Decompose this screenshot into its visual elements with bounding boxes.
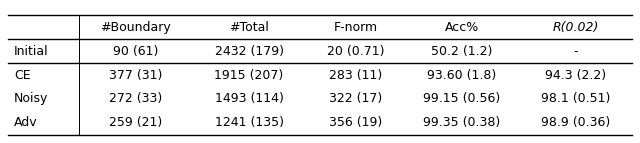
- Text: 90 (61): 90 (61): [113, 45, 158, 58]
- Text: 283 (11): 283 (11): [329, 68, 382, 82]
- Text: 20 (0.71): 20 (0.71): [327, 45, 384, 58]
- Text: 99.35 (0.38): 99.35 (0.38): [423, 116, 500, 129]
- Text: 1241 (135): 1241 (135): [214, 116, 284, 129]
- Text: Initial: Initial: [14, 45, 49, 58]
- Text: Noisy: Noisy: [14, 92, 49, 105]
- Text: 50.2 (1.2): 50.2 (1.2): [431, 45, 493, 58]
- Text: -: -: [573, 45, 578, 58]
- Text: 2432 (179): 2432 (179): [214, 45, 284, 58]
- Text: 98.1 (0.51): 98.1 (0.51): [541, 92, 610, 105]
- Text: Adv: Adv: [14, 116, 38, 129]
- Text: 1915 (207): 1915 (207): [214, 68, 284, 82]
- Text: #Boundary: #Boundary: [100, 21, 171, 34]
- Text: 94.3 (2.2): 94.3 (2.2): [545, 68, 606, 82]
- Text: R(0.02): R(0.02): [552, 21, 598, 34]
- Text: 259 (21): 259 (21): [109, 116, 162, 129]
- Text: Acc%: Acc%: [445, 21, 479, 34]
- Text: CE: CE: [14, 68, 31, 82]
- Text: 322 (17): 322 (17): [329, 92, 382, 105]
- Text: 272 (33): 272 (33): [109, 92, 162, 105]
- Text: 98.9 (0.36): 98.9 (0.36): [541, 116, 610, 129]
- Text: 93.60 (1.8): 93.60 (1.8): [428, 68, 497, 82]
- Text: #Total: #Total: [229, 21, 269, 34]
- Text: 1493 (114): 1493 (114): [214, 92, 284, 105]
- Text: 377 (31): 377 (31): [109, 68, 162, 82]
- Text: F-norm: F-norm: [333, 21, 378, 34]
- Text: 99.15 (0.56): 99.15 (0.56): [423, 92, 500, 105]
- Text: 356 (19): 356 (19): [329, 116, 382, 129]
